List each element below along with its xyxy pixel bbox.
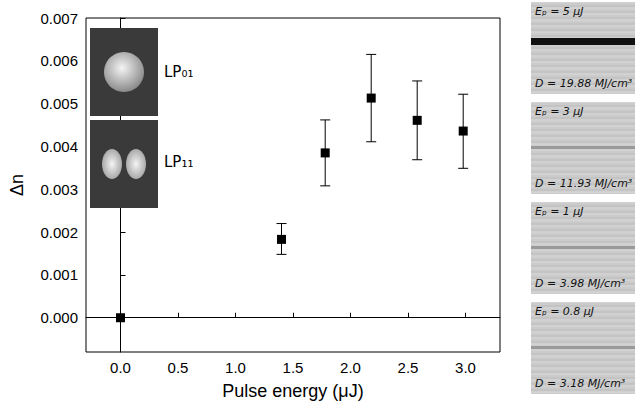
html-text:D = 11.93 MJ/cm³: D = 11.93 MJ/cm³ [535,177,633,190]
svg-text:0.000: 0.000 [40,309,78,326]
svg-text:2.5: 2.5 [398,359,419,376]
svg-text:1.0: 1.0 [225,359,246,376]
svg-text:LP₁₁: LP₁₁ [164,153,193,171]
svg-text:0.002: 0.002 [40,224,78,241]
html-text:D = 19.88 MJ/cm³: D = 19.88 MJ/cm³ [535,77,633,90]
svg-text:3.0: 3.0 [455,359,476,376]
svg-text:0.007: 0.007 [40,10,78,27]
html-text:D = 3.18 MJ/cm³: D = 3.18 MJ/cm³ [535,377,626,390]
svg-text:0.5: 0.5 [168,359,189,376]
svg-text:0.004: 0.004 [40,138,78,155]
svg-text:0.001: 0.001 [40,266,78,283]
html-text:Eₚ = 3 μJ: Eₚ = 3 μJ [535,105,584,118]
html-text:Eₚ = 1 μJ: Eₚ = 1 μJ [535,205,584,218]
svg-text:Pulse energy (μJ): Pulse energy (μJ) [222,381,363,401]
svg-text:2.0: 2.0 [340,359,361,376]
html-text:Eₚ = 5 μJ: Eₚ = 5 μJ [535,5,584,18]
svg-text:0.005: 0.005 [40,95,78,112]
svg-text:0.006: 0.006 [40,52,78,69]
svg-text:0.003: 0.003 [40,181,78,198]
svg-text:0.0: 0.0 [110,359,131,376]
html-text:D = 3.98 MJ/cm³: D = 3.98 MJ/cm³ [535,277,626,290]
svg-text:LP₀₁: LP₀₁ [164,63,193,81]
svg-text:1.5: 1.5 [283,359,304,376]
html-text:Eₚ = 0.8 μJ: Eₚ = 0.8 μJ [535,305,595,318]
svg-text:Δn: Δn [7,174,27,196]
